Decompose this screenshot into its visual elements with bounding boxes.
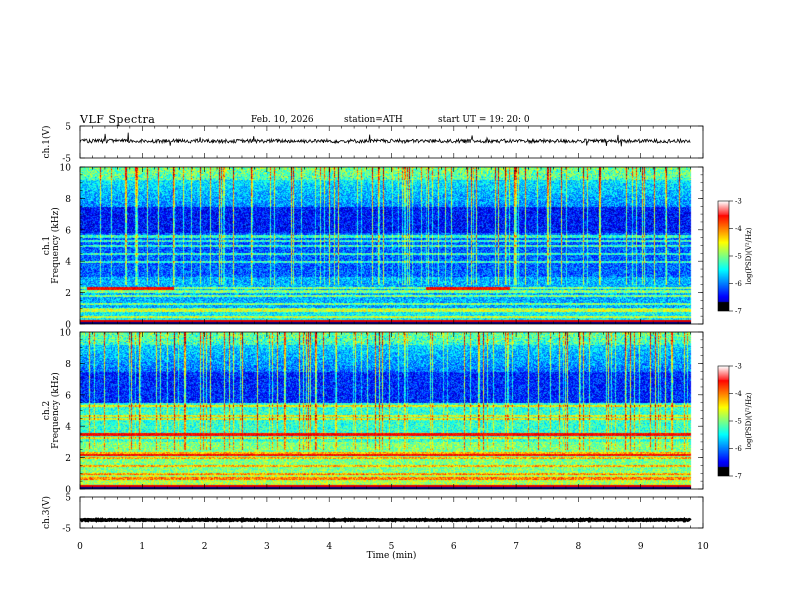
colorbar-tick-label: -4	[735, 225, 742, 233]
ch2-spectrogram-ytick-label: 10	[60, 329, 72, 339]
station-label: station=ATH	[344, 115, 403, 125]
ch3-waveform-trace	[79, 516, 692, 524]
ch2-spectrogram-ylabel: Frequency (kHz)	[50, 372, 61, 449]
colorbar-tick-label: -5	[735, 418, 742, 426]
ch3-waveform-ytick-label: -5	[62, 525, 71, 535]
ch2-spectrogram-ytick-label: 6	[65, 391, 71, 401]
colorbar-tick-label: -7	[735, 473, 742, 481]
xtick-label: 1	[139, 542, 145, 552]
ch1-spectrogram-ytick-label: 8	[65, 195, 71, 205]
ch2-spectrogram-ytick-label: 2	[65, 454, 71, 464]
xtick-label: 5	[389, 542, 395, 552]
ch3-waveform-ytick-label: 5	[65, 494, 71, 504]
start-time-label: start UT = 19: 20: 0	[438, 115, 530, 125]
colorbar-tick-label: -7	[735, 308, 742, 316]
colorbar-label: log(PSD)(V²/Hz)	[745, 392, 753, 449]
ch3-waveform-ylabel: ch.3(V)	[41, 496, 52, 529]
date-label: Feb. 10, 2026	[251, 115, 314, 125]
ch1-waveform-trace	[79, 132, 691, 147]
xtick-label: 7	[513, 542, 519, 552]
ch1-spectrogram-ytick-label: 10	[60, 164, 72, 174]
ch2-spectrogram-ylabel: ch.2	[42, 401, 52, 420]
ch1-colorbar-image	[718, 201, 729, 311]
ch1-colorbar: -3 -4 -5 -6 -7 log(PSD)(V²/Hz)	[717, 198, 753, 316]
colorbar-tick-label: -4	[735, 390, 742, 398]
colorbar-tick-label: -6	[735, 280, 742, 288]
xtick-label: 4	[326, 542, 332, 552]
ch1-spectrogram-ytick-label: 6	[65, 226, 71, 236]
xtick-label: 9	[638, 542, 644, 552]
ch1-spectrogram-image	[80, 167, 703, 324]
xtick-label: 0	[77, 542, 83, 552]
colorbar-tick-label: -3	[735, 363, 742, 371]
ch1-spectrogram-ytick-label: 4	[65, 258, 71, 268]
ch2-spectrogram-ytick-label: 4	[65, 423, 71, 433]
ch1-waveform-ytick-label: -5	[62, 155, 71, 165]
ch2-colorbar: -3 -4 -5 -6 -7 log(PSD)(V²/Hz)	[717, 363, 753, 481]
xtick-label: 8	[576, 542, 582, 552]
ch1-waveform-ytick-label: 5	[65, 123, 71, 133]
ch2-spectrogram-ytick-label: 0	[65, 486, 71, 496]
ch2-spectrogram-ytick-label: 8	[65, 360, 71, 370]
xtick-label: 2	[202, 542, 208, 552]
colorbar-tick-label: -5	[735, 253, 742, 261]
ch1-waveform-panel	[79, 132, 691, 147]
ch1-spectrogram-ylabel: Frequency (kHz)	[50, 207, 61, 284]
x-axis-label: Time (min)	[367, 550, 417, 561]
xtick-label: 6	[451, 542, 457, 552]
xtick-label: 3	[264, 542, 270, 552]
ch1-spectrogram-panel	[80, 167, 703, 324]
ch2-spectrogram-image	[80, 332, 703, 489]
ch1-spectrogram-ylabel: ch.1	[42, 236, 52, 255]
ch1-waveform-ylabel: ch.1(V)	[41, 126, 52, 159]
colorbar-label: log(PSD)(V²/Hz)	[745, 227, 753, 284]
xtick-label: 10	[697, 542, 709, 552]
colorbar-tick-label: -6	[735, 445, 742, 453]
ch1-spectrogram-ytick-label: 2	[65, 289, 71, 299]
ch2-colorbar-image	[718, 366, 729, 476]
colorbar-tick-label: -3	[735, 198, 742, 206]
ch1-spectrogram-ytick-label: 0	[65, 321, 71, 331]
ch3-waveform-panel	[79, 516, 692, 524]
ch2-spectrogram-panel	[80, 332, 703, 489]
chart-title: VLF Spectra	[80, 113, 156, 126]
